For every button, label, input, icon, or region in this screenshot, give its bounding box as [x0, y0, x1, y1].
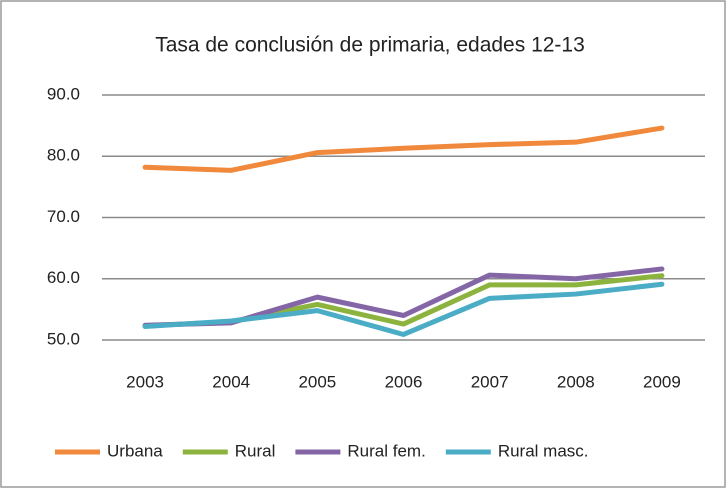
x-tick-label: 2003	[126, 372, 164, 391]
y-tick-label: 50.0	[47, 329, 80, 348]
series-line	[142, 281, 665, 337]
y-tick-label: 80.0	[47, 146, 80, 165]
x-tick-label: 2006	[385, 372, 423, 391]
x-tick-label: 2007	[471, 372, 509, 391]
legend-label: Rural masc.	[498, 441, 589, 460]
x-tick-label: 2004	[212, 372, 250, 391]
x-tick-label: 2008	[557, 372, 595, 391]
legend-label: Rural	[235, 441, 276, 460]
chart-title: Tasa de conclusión de primaria, edades 1…	[155, 34, 585, 57]
legend-label: Rural fem.	[347, 441, 425, 460]
y-tick-label: 90.0	[47, 84, 80, 103]
y-tick-label: 70.0	[47, 207, 80, 226]
x-tick-label: 2009	[643, 372, 681, 391]
legend-label: Urbana	[107, 441, 163, 460]
y-tick-label: 60.0	[47, 268, 80, 287]
x-tick-label: 2005	[298, 372, 336, 391]
series-line	[142, 125, 665, 173]
